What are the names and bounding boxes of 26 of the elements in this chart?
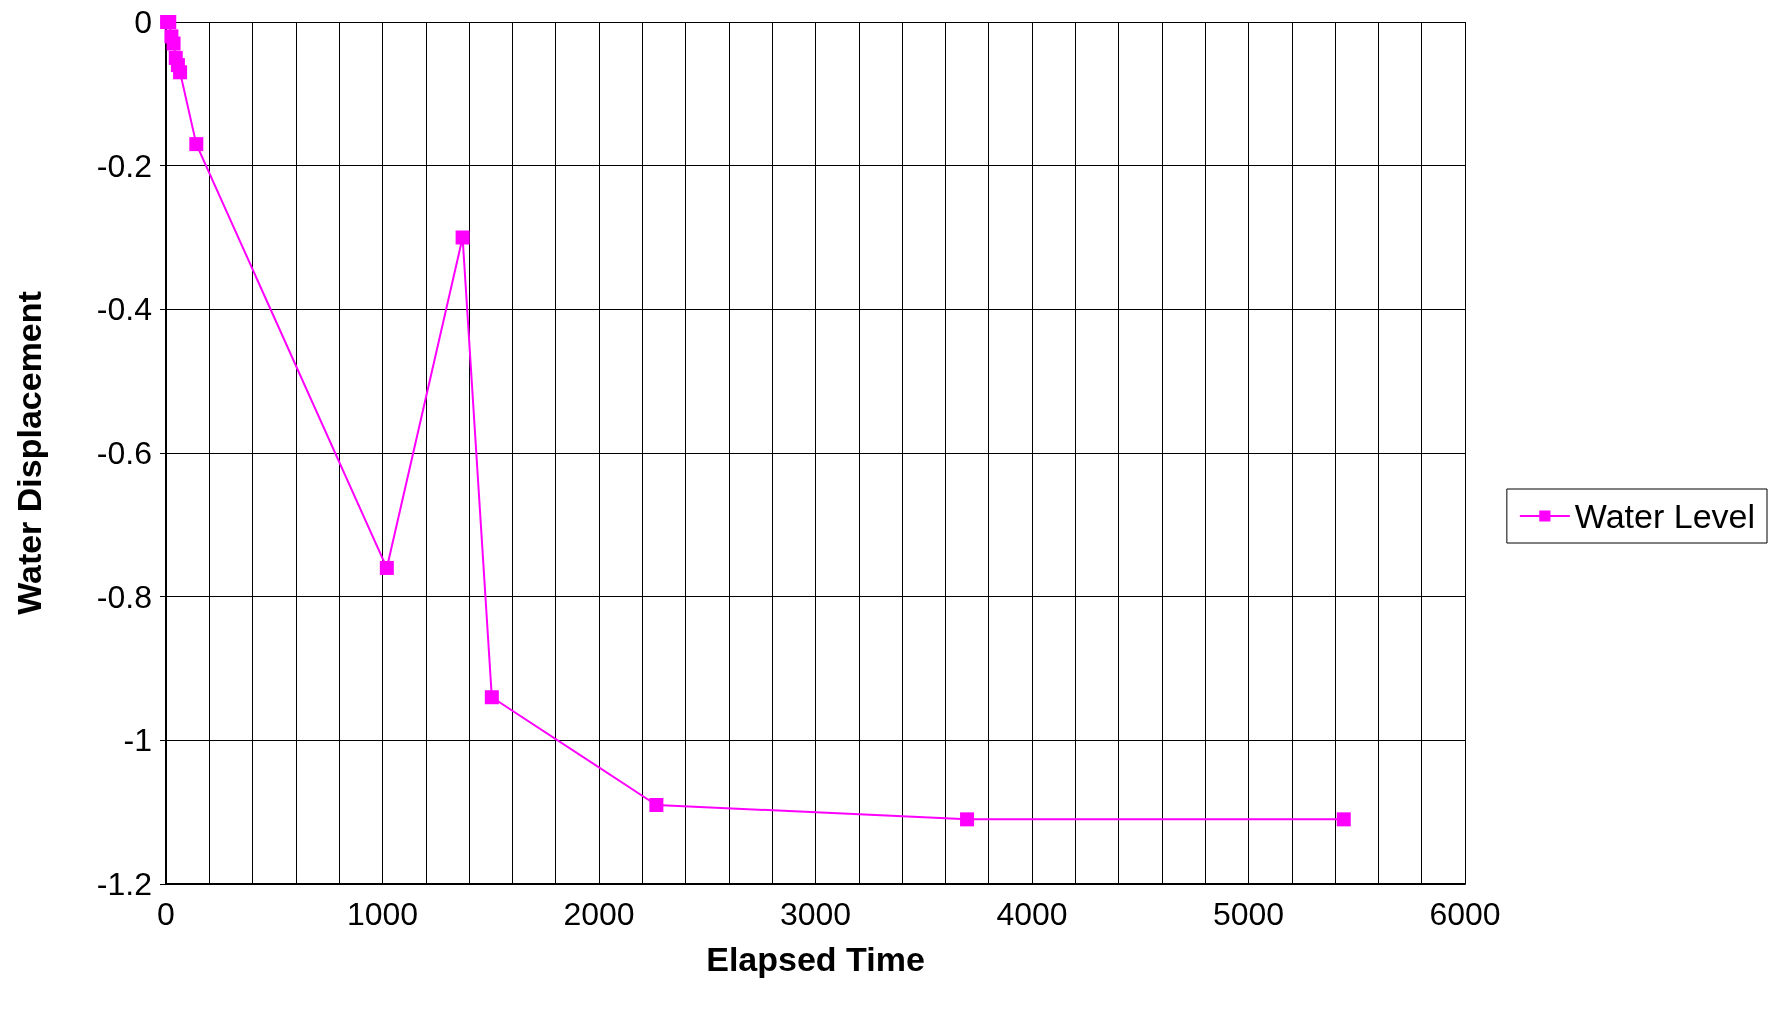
x-tick-label: 3000 xyxy=(779,896,852,932)
point xyxy=(484,690,499,705)
x-tick-label: 2000 xyxy=(563,896,635,932)
point xyxy=(189,137,204,152)
point xyxy=(960,812,975,827)
y-tick-label: 0 xyxy=(134,4,152,40)
y-tick-label: -1 xyxy=(123,722,152,759)
y-tick-label: -0.8 xyxy=(96,578,152,615)
point xyxy=(166,36,181,51)
x-tick-label: 6000 xyxy=(1429,896,1501,932)
y-tick-label: -1.2 xyxy=(96,866,152,902)
y-tick-label: -0.6 xyxy=(96,435,152,471)
y-tick-label: -0.4 xyxy=(96,291,152,328)
point xyxy=(1336,812,1351,827)
x-axis-title: Elapsed Time xyxy=(706,940,925,978)
x-tick-label: 1000 xyxy=(346,896,419,932)
point xyxy=(455,230,470,245)
point xyxy=(379,560,394,575)
x-tick-label: 4000 xyxy=(996,896,1068,932)
y-tick-label: -0.2 xyxy=(96,147,152,184)
y-axis-title: Water Displacement xyxy=(10,291,48,615)
x-tick-label: 5000 xyxy=(1212,896,1285,932)
point xyxy=(173,65,188,80)
point xyxy=(649,797,664,812)
legend-label: Water Level xyxy=(1574,497,1756,535)
x-tick-label: 0 xyxy=(157,896,175,932)
